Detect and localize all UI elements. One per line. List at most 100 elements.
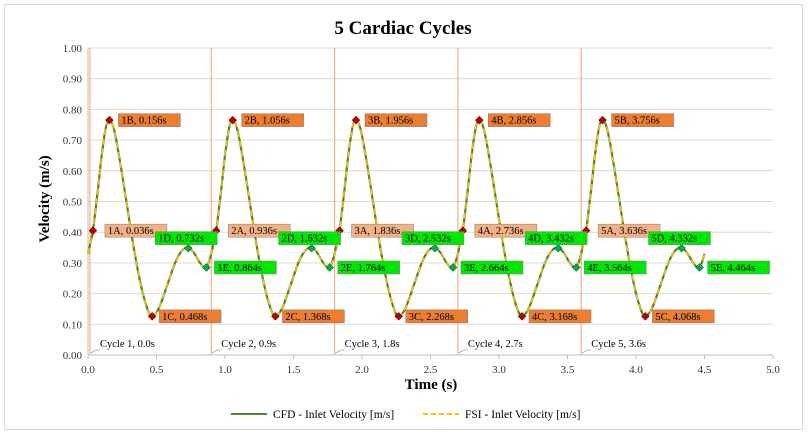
cycle-leader-line bbox=[212, 349, 222, 354]
y-axis-title: Velocity (m/s) bbox=[37, 155, 53, 242]
point-label-box bbox=[707, 260, 770, 275]
point-label: 3C, 2.268s bbox=[409, 312, 454, 323]
series-lines bbox=[86, 119, 706, 318]
x-tick-labels: 0.0 0.5 1.0 1.5 2.0 2.5 3.0 3.5 4.0 4.5 5.0 bbox=[81, 364, 780, 376]
point-label: 2A, 0.936s bbox=[231, 226, 277, 237]
point-marker bbox=[430, 243, 440, 253]
point-marker bbox=[202, 263, 211, 272]
legend-fsi-label: FSI - Inlet Velocity [m/s] bbox=[465, 409, 580, 421]
point-label: 1B, 0.156s bbox=[121, 116, 166, 127]
point-label: 1A, 0.036s bbox=[108, 226, 154, 237]
point-label-box bbox=[648, 231, 711, 245]
point-label: 2C, 1.368s bbox=[285, 312, 330, 323]
point-marker bbox=[474, 115, 484, 125]
cycle-leader-line bbox=[90, 349, 100, 354]
y-tick-label: 0.20 bbox=[63, 289, 83, 301]
point-marker bbox=[695, 263, 704, 272]
point-label: 5C, 4.068s bbox=[655, 312, 700, 323]
point-label-box bbox=[282, 309, 345, 324]
x-tick-label: 4.5 bbox=[698, 364, 712, 376]
point-marker bbox=[147, 312, 157, 321]
cycle-label: Cycle 1, 0.0s bbox=[100, 339, 155, 350]
point-label-box bbox=[524, 231, 588, 245]
chart-title: 5 Cardiac Cycles bbox=[334, 18, 471, 39]
point-marker bbox=[517, 312, 527, 321]
y-tick-label: 0.60 bbox=[63, 166, 83, 178]
point-label: 4D, 3.432s bbox=[528, 234, 574, 245]
x-tick-label: 3.5 bbox=[561, 364, 575, 376]
cycle-label: Cycle 2, 0.9s bbox=[221, 339, 276, 350]
point-marker bbox=[271, 312, 280, 321]
cfd-velocity-line bbox=[86, 119, 706, 318]
y-tick-label: 0.50 bbox=[63, 197, 83, 209]
cycle-label: Cycle 4, 2.7s bbox=[468, 339, 523, 350]
x-tick-label: 0.5 bbox=[150, 364, 164, 376]
x-axis-title: Time (s) bbox=[405, 377, 458, 393]
y-tick-label: 0.80 bbox=[63, 104, 83, 116]
point-marker bbox=[677, 243, 686, 253]
point-marker bbox=[394, 312, 403, 321]
point-label: 3B, 1.956s bbox=[368, 116, 413, 127]
point-label-box bbox=[528, 309, 592, 324]
point-label: 3D, 2.532s bbox=[405, 234, 451, 245]
point-marker bbox=[641, 312, 650, 321]
point-label: 1C, 0.468s bbox=[162, 312, 207, 323]
y-tick-labels: 0.00 0.10 0.20 0.30 0.40 0.50 0.60 0.70 0.80 0.90… bbox=[63, 43, 83, 362]
point-label: 1D, 0.732s bbox=[158, 234, 204, 245]
point-label-box bbox=[214, 260, 277, 275]
x-tick-label: 2.5 bbox=[424, 364, 438, 376]
point-label-box bbox=[597, 223, 661, 238]
point-marker bbox=[88, 226, 98, 235]
x-tick-label: 5.0 bbox=[766, 364, 780, 376]
y-tick-label: 0.90 bbox=[63, 74, 83, 86]
point-label-box bbox=[278, 231, 341, 245]
cycle-marker-lines bbox=[89, 48, 582, 355]
y-tick-label: 1.00 bbox=[63, 43, 83, 55]
y-tick-label: 0.30 bbox=[63, 258, 83, 270]
point-label-box bbox=[488, 113, 551, 127]
cycle-labels: Cycle 1, 0.0s Cycle 2, 0.9s Cycle 3, 1.8s C… bbox=[90, 339, 646, 354]
gridlines bbox=[88, 47, 773, 325]
chart-frame: 5 Cardiac Cycles 0.00 0.10 0.20 0.30 0.40 0.5… bbox=[4, 4, 803, 430]
point-label-box bbox=[584, 260, 647, 275]
point-label: 1E, 0.864s bbox=[217, 263, 262, 274]
point-label-box bbox=[155, 231, 218, 245]
point-marker bbox=[448, 263, 458, 272]
y-tick-label: 0.40 bbox=[63, 227, 83, 239]
point-label: 2D, 1.632s bbox=[282, 234, 328, 245]
point-label: 3E, 2.664s bbox=[464, 263, 509, 274]
point-label-box bbox=[460, 260, 524, 275]
point-marker bbox=[184, 243, 193, 253]
point-label-box bbox=[405, 309, 468, 324]
point-label: 4C, 3.168s bbox=[532, 312, 577, 323]
point-marker bbox=[105, 115, 114, 125]
point-label: 5D, 4.332s bbox=[651, 234, 697, 245]
cycle-leader-line bbox=[458, 349, 468, 354]
point-label: 2B, 1.056s bbox=[245, 116, 290, 127]
point-label: 5A, 3.636s bbox=[601, 226, 647, 237]
y-tick-label: 0.10 bbox=[63, 319, 83, 331]
y-tick-label: 0.70 bbox=[63, 135, 83, 147]
point-label-box bbox=[104, 223, 168, 238]
point-label-box bbox=[241, 113, 304, 127]
point-label: 3A, 1.836s bbox=[355, 226, 401, 237]
cycle-leader-line bbox=[335, 349, 345, 354]
x-tick-label: 0.0 bbox=[81, 364, 95, 376]
point-label-box bbox=[364, 113, 428, 127]
x-tick-label: 1.0 bbox=[218, 364, 232, 376]
point-marker bbox=[228, 115, 237, 125]
point-label: 5E, 4.464s bbox=[711, 263, 756, 274]
x-tick-label: 3.0 bbox=[492, 364, 506, 376]
fsi-velocity-line bbox=[87, 119, 706, 318]
point-label: 2E, 1.764s bbox=[341, 263, 386, 274]
point-label-box bbox=[652, 309, 715, 324]
cycle-label: Cycle 3, 1.8s bbox=[345, 339, 400, 350]
legend: CFD - Inlet Velocity [m/s] FSI - Inlet V… bbox=[231, 409, 580, 421]
point-label-box bbox=[474, 223, 538, 238]
point-label-box bbox=[401, 231, 465, 245]
x-tick-label: 1.5 bbox=[287, 364, 301, 376]
cycle-label: Cycle 5, 3.6s bbox=[591, 339, 646, 350]
x-tick-label: 2.0 bbox=[355, 364, 369, 376]
point-marker bbox=[307, 243, 316, 253]
point-label-box bbox=[611, 113, 674, 127]
